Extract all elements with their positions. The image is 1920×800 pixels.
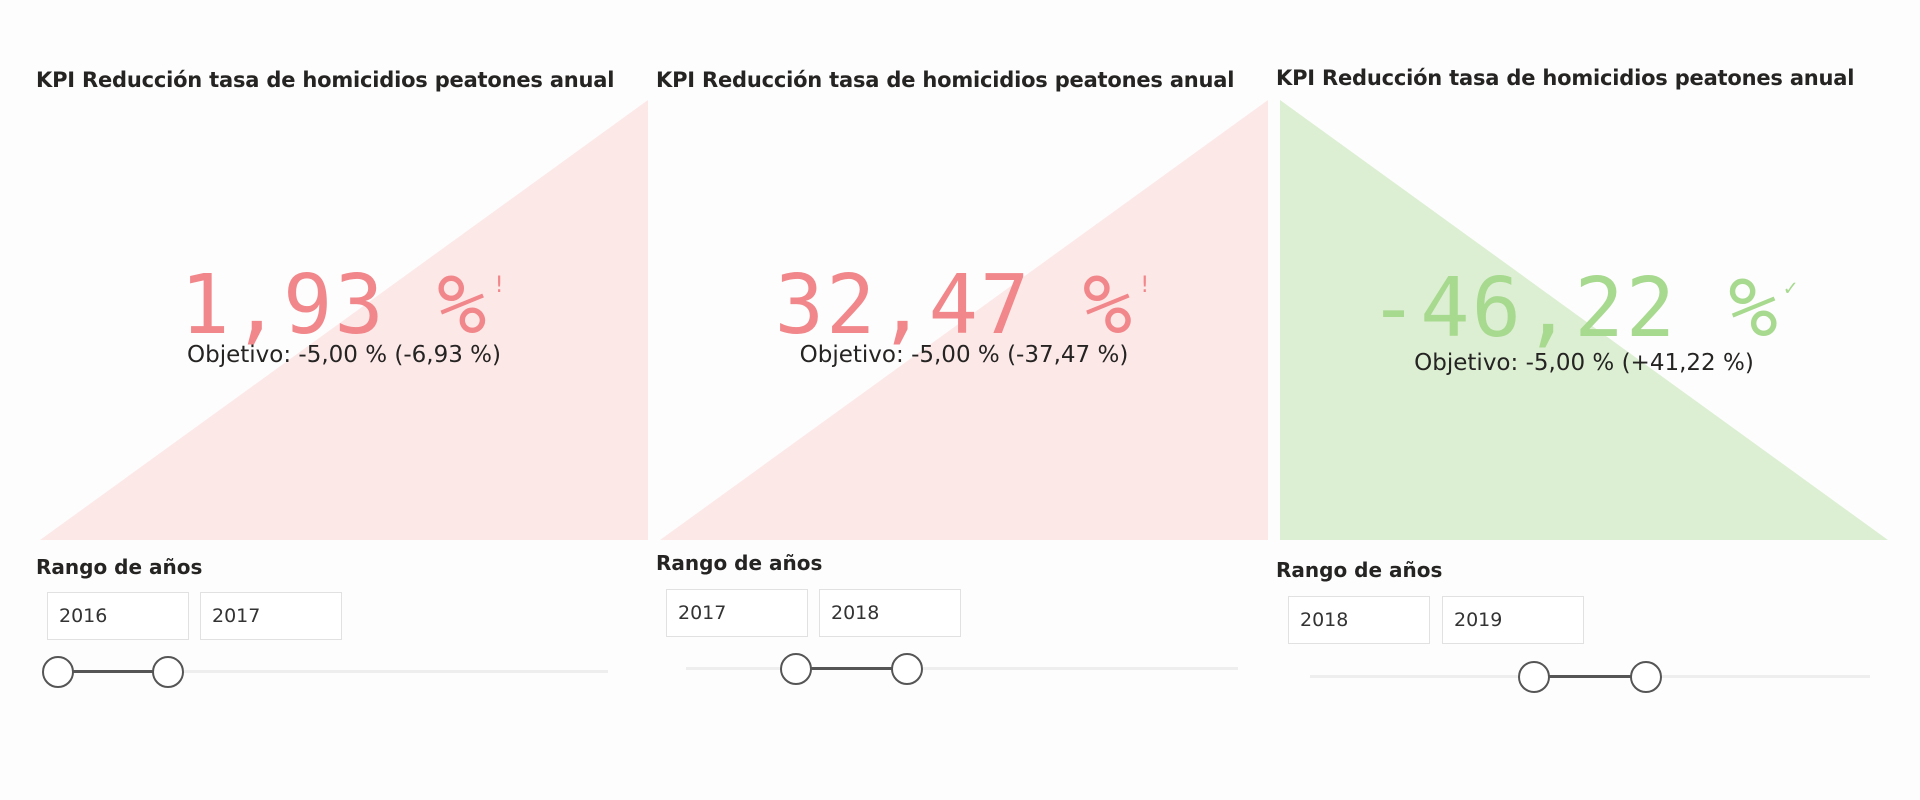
goal-distance: (+41,22 %) [1621, 350, 1754, 376]
start-year-input[interactable]: 2017 [666, 589, 808, 637]
slicer-title: Rango de años [656, 551, 823, 575]
goal-value: -5,00 % [298, 342, 388, 368]
kpi-panel-3: KPI Reducción tasa de homicidios peatone… [1270, 0, 1890, 800]
slider-end-handle[interactable] [1630, 661, 1662, 693]
goal-value: -5,00 % [911, 342, 1000, 368]
kpi-value-text: 1,93 % [180, 258, 489, 353]
slider-selected-range [1534, 675, 1646, 678]
goal-label: Objetivo: [799, 342, 904, 368]
slider-end-handle[interactable] [890, 653, 923, 685]
exclamation-icon: ! [492, 273, 508, 298]
end-year-input[interactable]: 2017 [200, 592, 342, 640]
end-year-input[interactable]: 2018 [819, 589, 961, 637]
trend-area [660, 100, 1268, 540]
kpi-card[interactable]: 1,93 %! Objetivo: -5,00 % (-6,93 %) [40, 100, 648, 540]
goal-value: -5,00 % [1525, 350, 1615, 376]
checkmark-icon: ✓ [1783, 276, 1800, 301]
kpi-value-text: 32,47 % [774, 258, 1135, 353]
kpi-card[interactable]: 32,47 %! Objetivo: -5,00 % (-37,47 %) [660, 100, 1268, 540]
kpi-value: -46,22 % ✓ [1280, 268, 1888, 350]
slicer-title: Rango de años [36, 555, 203, 579]
slider-start-handle[interactable] [1518, 661, 1550, 693]
slider-end-handle[interactable] [152, 656, 184, 688]
kpi-panel-1: KPI Reducción tasa de homicidios peatone… [30, 0, 650, 800]
end-year-input[interactable]: 2019 [1442, 596, 1584, 644]
slicer-title: Rango de años [1276, 558, 1443, 582]
goal-label: Objetivo: [186, 342, 292, 368]
goal-distance: (-37,47 %) [1007, 342, 1129, 368]
kpi-goal: Objetivo: -5,00 % (-6,93 %) [40, 342, 648, 368]
kpi-goal: Objetivo: -5,00 % (-37,47 %) [660, 342, 1268, 368]
kpi-card[interactable]: -46,22 % ✓ Objetivo: -5,00 % (+41,22 %) [1280, 100, 1888, 540]
start-year-input[interactable]: 2018 [1288, 596, 1430, 644]
kpi-value: 1,93 %! [40, 265, 648, 347]
slider-track[interactable] [686, 667, 1238, 670]
goal-label: Objetivo: [1414, 350, 1519, 376]
goal-distance: (-6,93 %) [394, 342, 502, 368]
slider-start-handle[interactable] [42, 656, 74, 688]
slider-selected-range [58, 670, 168, 673]
slider-track[interactable] [58, 670, 608, 673]
trend-area [1280, 100, 1888, 540]
slider-selected-range [796, 667, 907, 670]
exclamation-icon: ! [1138, 273, 1154, 298]
kpi-value: 32,47 %! [660, 265, 1268, 347]
trend-area [40, 100, 648, 540]
kpi-title: KPI Reducción tasa de homicidios peatone… [36, 68, 615, 92]
slider-start-handle[interactable] [780, 653, 813, 685]
kpi-goal: Objetivo: -5,00 % (+41,22 %) [1280, 350, 1888, 376]
kpi-title: KPI Reducción tasa de homicidios peatone… [656, 68, 1235, 92]
kpi-value-text: -46,22 % [1368, 261, 1780, 356]
kpi-panel-2: KPI Reducción tasa de homicidios peatone… [650, 0, 1270, 800]
start-year-input[interactable]: 2016 [47, 592, 189, 640]
kpi-title: KPI Reducción tasa de homicidios peatone… [1276, 66, 1855, 90]
